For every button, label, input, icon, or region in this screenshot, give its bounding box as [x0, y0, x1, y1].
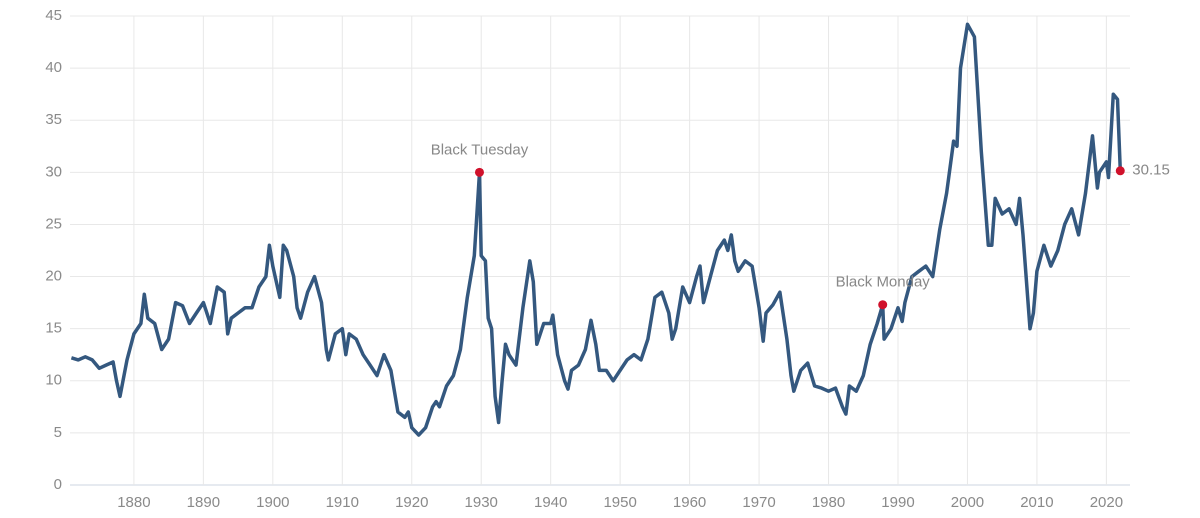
annotation-label: Black Monday — [836, 274, 931, 291]
y-tick-label: 10 — [45, 372, 62, 389]
x-tick-label: 1900 — [256, 494, 289, 511]
annotation-label: 30.15 — [1132, 162, 1170, 179]
annotation-label: Black Tuesday — [431, 141, 529, 158]
x-tick-label: 1980 — [812, 494, 845, 511]
x-tick-label: 1890 — [187, 494, 220, 511]
x-tick-label: 1920 — [395, 494, 428, 511]
y-tick-label: 45 — [45, 7, 62, 24]
y-tick-label: 25 — [45, 215, 62, 232]
annotation-marker — [474, 167, 484, 177]
x-tick-label: 1950 — [603, 494, 636, 511]
y-tick-label: 40 — [45, 59, 62, 76]
y-tick-label: 20 — [45, 268, 62, 285]
y-tick-label: 35 — [45, 111, 62, 128]
x-tick-label: 1880 — [117, 494, 150, 511]
x-tick-label: 1930 — [465, 494, 498, 511]
annotation-marker — [878, 300, 888, 310]
x-tick-label: 1970 — [742, 494, 775, 511]
x-tick-label: 1940 — [534, 494, 567, 511]
x-tick-label: 1910 — [326, 494, 359, 511]
x-tick-label: 2000 — [951, 494, 984, 511]
annotation-marker — [1115, 166, 1125, 176]
x-tick-label: 2010 — [1020, 494, 1053, 511]
y-tick-label: 0 — [54, 476, 62, 493]
line-series — [70, 22, 1123, 437]
y-tick-label: 5 — [54, 424, 62, 441]
y-tick-label: 15 — [45, 320, 62, 337]
y-tick-label: 30 — [45, 163, 62, 180]
x-tick-label: 1960 — [673, 494, 706, 511]
x-tick-label: 1990 — [881, 494, 914, 511]
x-tick-label: 2020 — [1090, 494, 1123, 511]
